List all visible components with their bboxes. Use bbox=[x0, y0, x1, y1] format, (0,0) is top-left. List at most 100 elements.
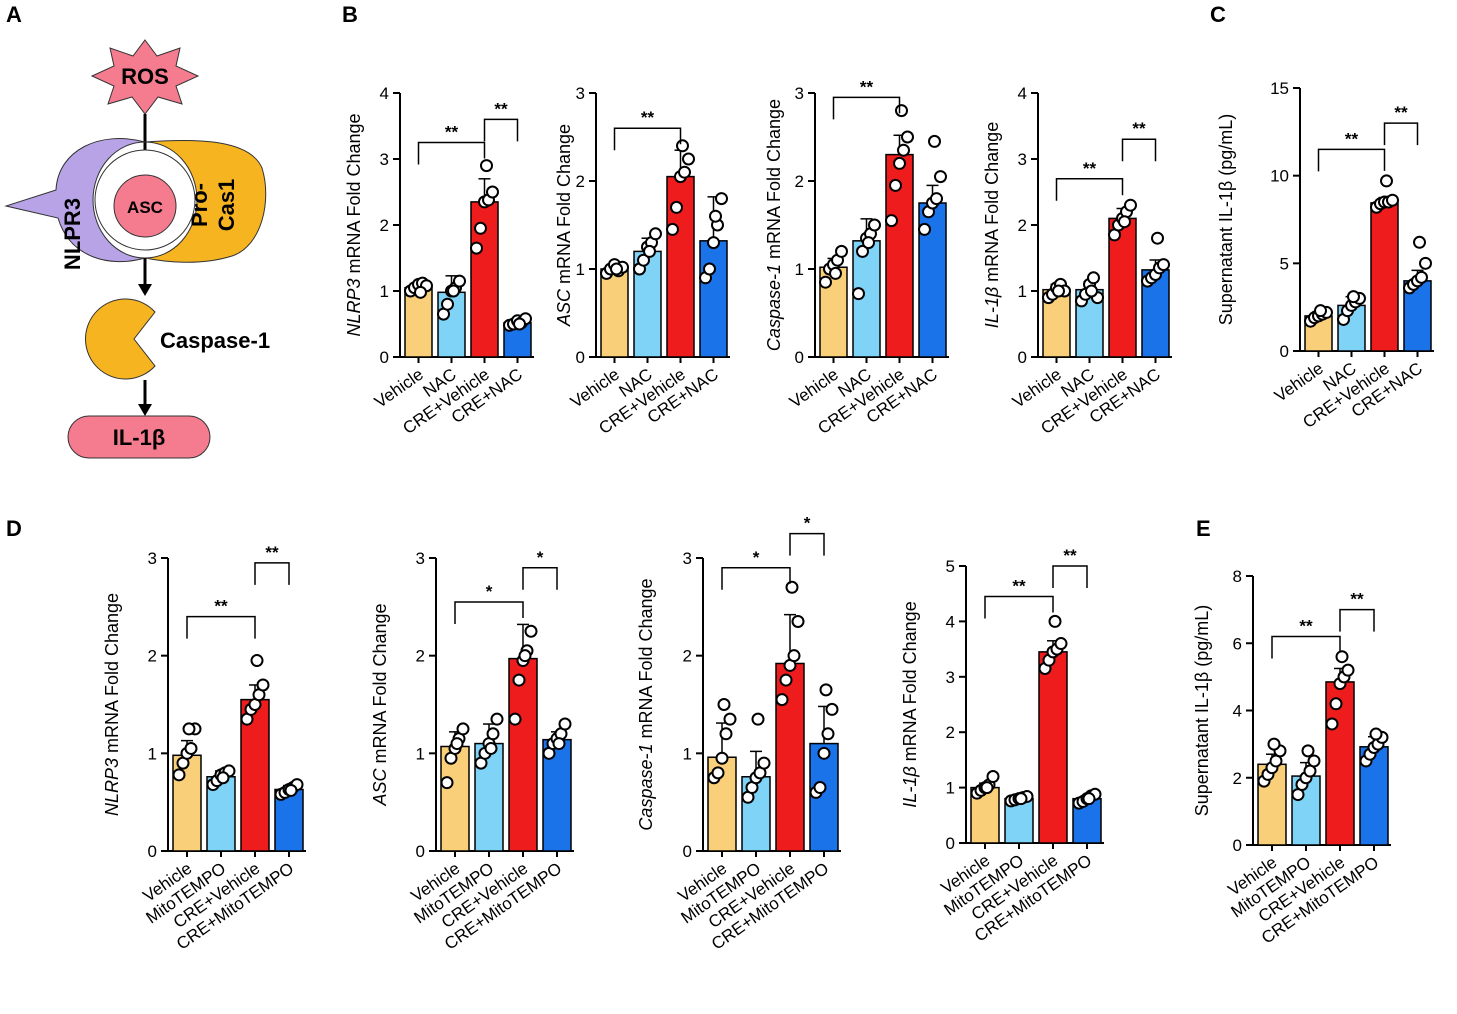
bar bbox=[1108, 217, 1137, 358]
data-point bbox=[1347, 290, 1360, 304]
significance-bracket bbox=[1317, 148, 1386, 172]
y-tick-label: 0 bbox=[380, 348, 389, 367]
data-point bbox=[711, 766, 725, 780]
y-tick-label: 2 bbox=[683, 647, 692, 666]
data-point bbox=[1048, 614, 1062, 628]
y-tick-label: 5 bbox=[946, 557, 955, 576]
y-tick-label: 0 bbox=[1233, 836, 1242, 855]
y-axis-label-text: mRNA Fold Change bbox=[554, 124, 574, 289]
data-point bbox=[1314, 304, 1327, 318]
data-point bbox=[1341, 663, 1355, 677]
arrow-head-2 bbox=[138, 284, 152, 296]
data-point bbox=[447, 284, 460, 298]
significance-bracket bbox=[832, 96, 901, 120]
significance-bracket bbox=[613, 127, 682, 151]
data-point bbox=[1419, 256, 1432, 270]
data-point bbox=[928, 134, 941, 148]
bar bbox=[600, 268, 629, 358]
data-point bbox=[918, 222, 931, 236]
asc-label: ASC bbox=[127, 198, 163, 217]
y-tick-label: 1 bbox=[795, 260, 804, 279]
y-tick-label: 1 bbox=[1018, 282, 1027, 301]
data-point bbox=[787, 649, 801, 663]
y-axis-label-gene: ASC bbox=[370, 768, 390, 807]
significance-bracket bbox=[1052, 565, 1088, 588]
y-tick-label: 8 bbox=[1233, 567, 1242, 586]
significance-label: ** bbox=[1132, 119, 1146, 138]
y-axis-label-text: mRNA Fold Change bbox=[900, 601, 920, 766]
y-axis-label: IL-1β mRNA Fold Change bbox=[982, 122, 1002, 328]
y-tick-label: 15 bbox=[1270, 79, 1289, 98]
data-point bbox=[885, 214, 898, 228]
y-tick-label: 4 bbox=[946, 612, 955, 631]
significance-bracket bbox=[186, 615, 256, 639]
y-axis-label: ASC mRNA Fold Change bbox=[554, 124, 574, 327]
data-point bbox=[456, 722, 470, 736]
bar bbox=[508, 657, 538, 852]
significance-label: ** bbox=[445, 123, 459, 142]
y-axis-label: Supernatant IL-1β (pg/mL) bbox=[1216, 114, 1236, 325]
significance-label: ** bbox=[641, 108, 655, 127]
bar bbox=[775, 662, 805, 852]
data-point bbox=[757, 756, 771, 770]
bar bbox=[404, 286, 433, 358]
panel-label-d: D bbox=[6, 516, 22, 541]
data-point bbox=[751, 712, 765, 726]
data-point bbox=[930, 192, 943, 206]
data-point bbox=[284, 783, 298, 797]
data-point bbox=[1413, 235, 1426, 249]
data-point bbox=[480, 159, 493, 173]
category-label: Vehicle bbox=[786, 365, 842, 412]
y-axis-label-gene: NLRP3 bbox=[102, 758, 122, 816]
data-point bbox=[1082, 792, 1096, 806]
data-point bbox=[825, 702, 839, 716]
data-point bbox=[1415, 270, 1428, 284]
data-point bbox=[821, 727, 835, 741]
data-point bbox=[1335, 650, 1349, 664]
y-tick-label: 3 bbox=[1018, 150, 1027, 169]
significance-label: * bbox=[537, 548, 544, 567]
data-point bbox=[670, 200, 683, 214]
y-axis-label-text: mRNA Fold Change bbox=[764, 99, 784, 264]
data-point bbox=[484, 741, 498, 755]
il1b-box bbox=[67, 415, 211, 459]
data-point bbox=[474, 221, 487, 235]
data-point bbox=[470, 241, 483, 255]
data-point bbox=[707, 236, 720, 250]
data-point bbox=[440, 776, 454, 790]
significance-label: ** bbox=[1345, 129, 1359, 148]
data-point bbox=[414, 285, 427, 299]
data-point bbox=[182, 722, 196, 736]
data-point bbox=[829, 266, 842, 280]
y-tick-label: 1 bbox=[380, 282, 389, 301]
bar bbox=[440, 745, 470, 852]
significance-label: ** bbox=[494, 99, 508, 118]
data-point bbox=[1157, 258, 1170, 272]
y-axis-label-text: mRNA Fold Change bbox=[370, 603, 390, 768]
data-point bbox=[703, 262, 716, 276]
y-axis-label: ASC mRNA Fold Change bbox=[370, 603, 390, 806]
y-axis-label-text: mRNA Fold Change bbox=[982, 122, 1002, 287]
significance-label: ** bbox=[1063, 546, 1077, 565]
y-tick-label: 3 bbox=[795, 84, 804, 103]
y-tick-label: 1 bbox=[946, 779, 955, 798]
significance-bracket bbox=[1271, 635, 1341, 659]
y-tick-label: 10 bbox=[1270, 167, 1289, 186]
y-tick-label: 4 bbox=[1233, 702, 1242, 721]
data-point bbox=[1085, 284, 1098, 298]
y-tick-label: 2 bbox=[148, 647, 157, 666]
data-point bbox=[819, 275, 832, 289]
data-point bbox=[709, 209, 722, 223]
significance-bracket bbox=[1339, 608, 1375, 632]
data-point bbox=[256, 678, 270, 692]
y-tick-label: 2 bbox=[946, 723, 955, 742]
y-axis-label-gene: Caspase-1 bbox=[636, 744, 656, 831]
y-axis-label-text: Supernatant IL-1β (pg/mL) bbox=[1216, 114, 1236, 325]
panel-label-e: E bbox=[1196, 516, 1211, 541]
